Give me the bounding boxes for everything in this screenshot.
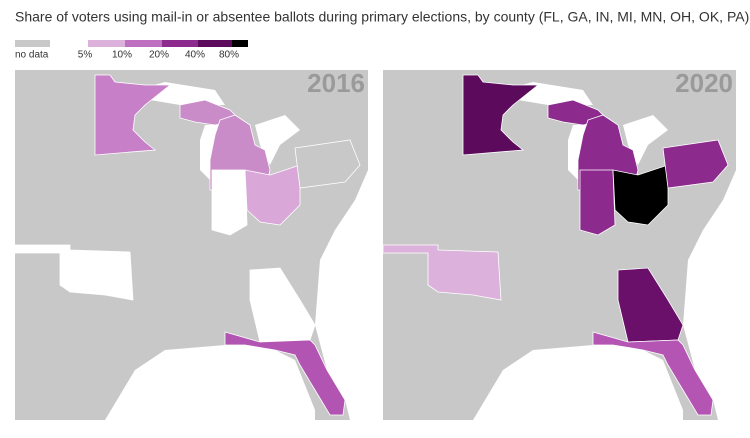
legend-label: 80% [219,50,239,61]
legend-swatch [15,40,50,47]
legend-swatch [232,40,248,47]
legend-swatch [162,40,198,47]
legend-label: 10% [112,50,132,61]
legend: no data 5% 10% 20% 40% 80% [15,40,248,61]
legend-label: 5% [78,50,93,61]
legend-swatch [125,40,162,47]
map-2020: 2020 [383,68,736,420]
legend-label: no data [15,50,49,61]
legend-label: 20% [149,50,169,61]
map-2016: 2016 [15,68,368,420]
legend-swatch [88,40,125,47]
legend-swatch [50,40,88,47]
legend-label: 40% [185,50,205,61]
panel-label: 2016 [307,68,365,98]
panel-label: 2020 [675,68,733,98]
legend-swatch [198,40,232,47]
title: Share of voters using mail-in or absente… [15,9,749,25]
